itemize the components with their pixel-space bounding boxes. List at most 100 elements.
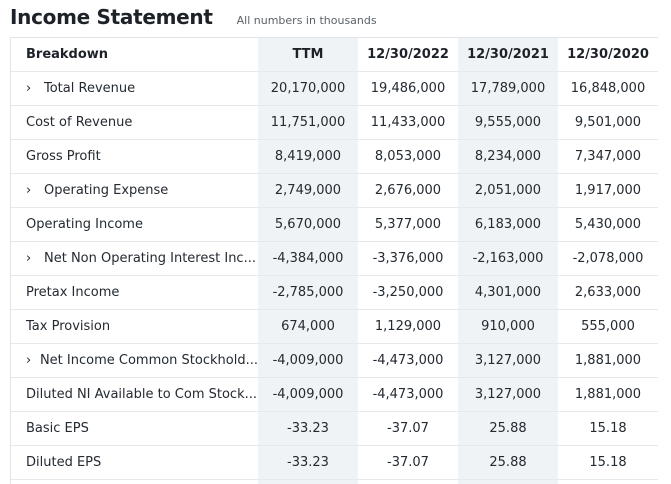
row-label-text: Basic EPS [26,421,89,436]
header-breakdown: Breakdown [11,38,258,71]
value-cell: -4,473,000 [372,353,444,368]
value-cell: 20,170,000 [270,81,346,96]
row-label[interactable]: › Net Non Operating Interest Inc... [11,242,258,275]
value-cell: -4,473,000 [372,387,444,402]
value-cell: 674,000 [281,319,335,334]
value-cell: 2,749,000 [274,183,342,198]
chevron-right-icon[interactable]: › [26,81,32,96]
row-label: Tax Provision [11,310,258,343]
value-cell: -33.23 [287,455,329,470]
value-cell: 8,234,000 [474,149,542,164]
row-label-text: Net Non Operating Interest Inc... [44,251,256,266]
row-label: Operating Income [11,208,258,241]
value-cell: 25.88 [489,421,527,436]
value-cell: 8,053,000 [374,149,442,164]
value-cell: 19,486,000 [370,81,446,96]
value-cell: 15.18 [589,421,627,436]
chevron-right-icon[interactable]: › [26,183,32,198]
value-cell: 5,430,000 [574,217,642,232]
row-label-text: Tax Provision [26,319,111,334]
value-cell: -2,785,000 [272,285,344,300]
table-row[interactable]: › Net Non Operating Interest Inc... -4,384… [11,242,658,276]
row-label: Basic EPS [11,412,258,445]
row-label-text: Diluted NI Available to Com Stock... [26,387,258,402]
value-cell: 17,789,000 [470,81,546,96]
value-cell: 1,917,000 [574,183,642,198]
value-cell: 910,000 [481,319,535,334]
row-label-text: Diluted EPS [26,455,102,470]
value-cell: 1,881,000 [574,353,642,368]
value-cell: 16,848,000 [570,81,646,96]
page-header: Income Statement All numbers in thousand… [10,5,377,31]
row-label: Pretax Income [11,276,258,309]
ttm-column-shading [258,38,358,484]
row-label: Diluted EPS [11,446,258,479]
row-label-text: Pretax Income [26,285,120,300]
row-label-text: Operating Expense [44,183,169,198]
table-header-row: Breakdown TTM 12/30/2022 12/30/2021 12/3… [11,38,658,72]
table-row: Cost of Revenue 11,751,000 11,433,000 9,555… [11,106,658,140]
value-cell: 9,555,000 [474,115,542,130]
table-row[interactable]: › Net Income Common Stockhold... -4,009,00… [11,344,658,378]
table-row: Tax Provision 674,000 1,129,000 910,000 555,… [11,310,658,344]
value-cell: -4,384,000 [272,251,344,266]
table-row: Basic EPS -33.23 -37.07 25.88 15.18 [11,412,658,446]
value-cell: 25.88 [489,455,527,470]
header-12-30-2022: 12/30/2022 [367,47,449,62]
row-label-text: Cost of Revenue [26,115,133,130]
value-cell: 7,347,000 [574,149,642,164]
value-cell: 1,129,000 [374,319,442,334]
value-cell: -4,009,000 [272,387,344,402]
value-cell: 15.18 [589,455,627,470]
chevron-right-icon[interactable]: › [26,353,32,368]
value-cell: -2,078,000 [572,251,644,266]
fy2021-column-shading [458,38,558,484]
row-label[interactable]: › Total Revenue [11,72,258,105]
header-12-30-2020: 12/30/2020 [567,47,649,62]
value-cell: -4,009,000 [272,353,344,368]
table-row: Pretax Income -2,785,000 -3,250,000 4,301,0… [11,276,658,310]
value-cell: 5,377,000 [374,217,442,232]
table-row: Diluted EPS -33.23 -37.07 25.88 15.18 [11,446,658,480]
value-cell: 6,183,000 [474,217,542,232]
row-label: Cost of Revenue [11,106,258,139]
value-cell: 9,501,000 [574,115,642,130]
row-label-text: Net Income Common Stockhold... [39,353,258,368]
value-cell: 1,881,000 [574,387,642,402]
value-cell: 11,751,000 [270,115,346,130]
value-cell: -37.07 [387,455,429,470]
income-statement-table: Breakdown TTM 12/30/2022 12/30/2021 12/3… [10,37,658,484]
value-cell: 2,676,000 [374,183,442,198]
value-cell: 3,127,000 [474,387,542,402]
row-label[interactable]: › Net Income Common Stockhold... [11,344,258,377]
value-cell: 5,670,000 [274,217,342,232]
value-cell: 11,433,000 [370,115,446,130]
value-cell: -2,163,000 [472,251,544,266]
header-ttm: TTM [292,47,324,62]
value-cell: 2,633,000 [574,285,642,300]
row-label[interactable]: › Operating Expense [11,174,258,207]
table-row: Gross Profit 8,419,000 8,053,000 8,234,000 7… [11,140,658,174]
table-row[interactable]: › Total Revenue 20,170,000 19,486,000 17,789… [11,72,658,106]
row-label: Gross Profit [11,140,258,173]
value-cell: 2,051,000 [474,183,542,198]
value-cell: 555,000 [581,319,635,334]
table-row: Diluted NI Available to Com Stock... -4,0… [11,378,658,412]
row-label-text: Total Revenue [44,81,136,96]
table-row[interactable]: › Operating Expense 2,749,000 2,676,000 2,05… [11,174,658,208]
units-note: All numbers in thousands [236,14,377,27]
value-cell: 4,301,000 [474,285,542,300]
page-title: Income Statement [10,5,213,29]
chevron-right-icon[interactable]: › [26,251,32,266]
table-row: Operating Income 5,670,000 5,377,000 6,183,… [11,208,658,242]
row-label-text: Operating Income [26,217,143,232]
header-12-30-2021: 12/30/2021 [467,47,549,62]
value-cell: -37.07 [387,421,429,436]
value-cell: 3,127,000 [474,353,542,368]
row-label-text: Gross Profit [26,149,101,164]
row-label: Diluted NI Available to Com Stock... [11,378,258,411]
value-cell: 8,419,000 [274,149,342,164]
value-cell: -3,250,000 [372,285,444,300]
value-cell: -33.23 [287,421,329,436]
value-cell: -3,376,000 [372,251,444,266]
